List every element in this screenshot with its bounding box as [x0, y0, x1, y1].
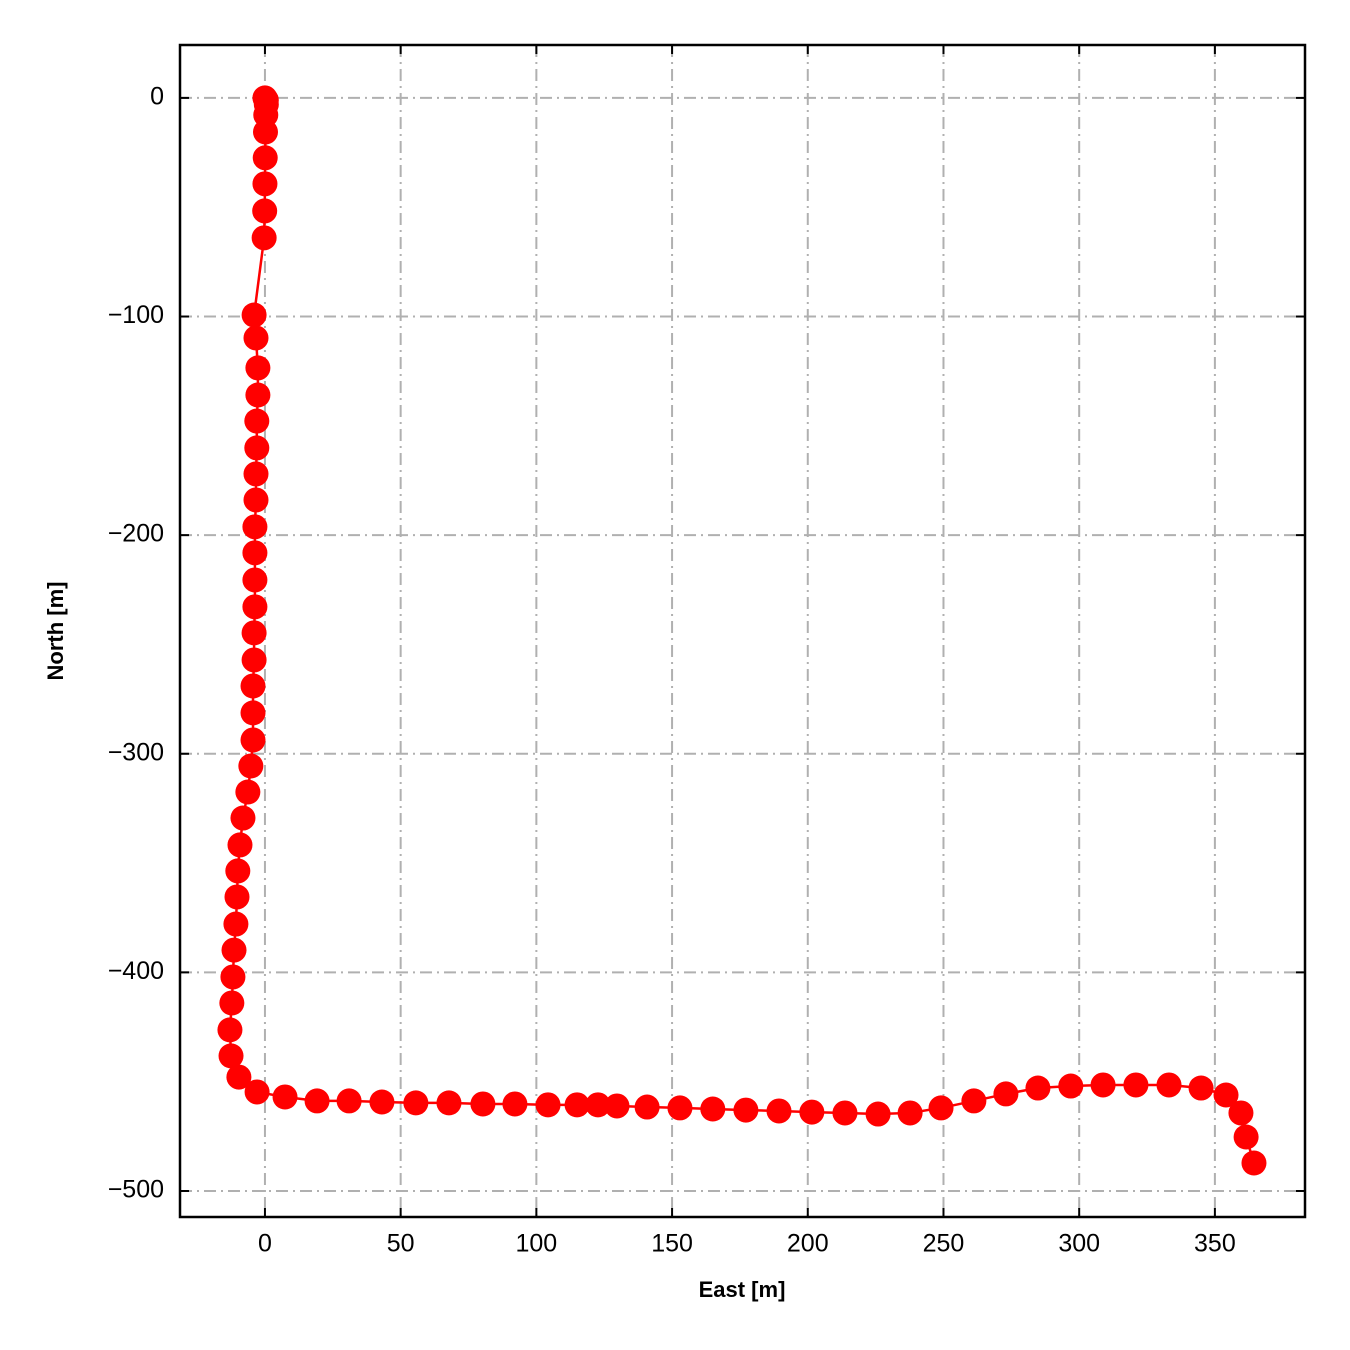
point	[243, 461, 269, 487]
point	[700, 1096, 726, 1122]
point	[230, 805, 256, 831]
point	[240, 673, 266, 699]
x-axis-label: East [m]	[699, 1277, 786, 1302]
y-tick-label: −100	[108, 301, 164, 329]
point	[244, 1079, 270, 1105]
point	[535, 1092, 561, 1118]
track-line	[228, 97, 1256, 1164]
point	[235, 779, 261, 805]
point	[244, 408, 270, 434]
point	[245, 355, 271, 381]
point	[564, 1092, 590, 1118]
point	[1213, 1082, 1239, 1108]
point	[470, 1091, 496, 1117]
point	[766, 1098, 792, 1124]
point	[1123, 1072, 1149, 1098]
point	[252, 145, 278, 171]
point	[634, 1094, 660, 1120]
point	[242, 594, 268, 620]
point	[1058, 1073, 1084, 1099]
point	[799, 1099, 825, 1125]
point	[243, 325, 269, 351]
point	[225, 858, 251, 884]
point	[961, 1088, 987, 1114]
point	[240, 700, 266, 726]
x-tick-label: 150	[651, 1230, 693, 1258]
point	[238, 753, 264, 779]
x-tick-label: 50	[387, 1230, 415, 1258]
point	[252, 119, 278, 145]
point	[1188, 1075, 1214, 1101]
point	[241, 302, 267, 328]
point	[1090, 1072, 1116, 1098]
point	[865, 1101, 891, 1127]
point	[502, 1091, 528, 1117]
x-tick-label: 0	[258, 1230, 272, 1258]
y-axis-label: North [m]	[43, 582, 68, 681]
point	[304, 1088, 330, 1114]
point	[243, 487, 269, 513]
point	[224, 884, 250, 910]
point	[897, 1100, 923, 1126]
y-tick-label: −400	[108, 957, 164, 985]
point	[227, 832, 253, 858]
point	[226, 1064, 252, 1090]
point	[928, 1095, 954, 1121]
y-tick-label: −200	[108, 520, 164, 548]
point	[272, 1084, 298, 1110]
point	[733, 1097, 759, 1123]
x-tick-label: 200	[787, 1230, 829, 1258]
point	[1228, 1100, 1254, 1126]
point	[245, 382, 271, 408]
point	[223, 911, 249, 937]
point	[242, 567, 268, 593]
point	[1233, 1124, 1259, 1150]
y-tick-label: −500	[108, 1176, 164, 1204]
point	[252, 171, 278, 197]
x-tick-label: 350	[1194, 1230, 1236, 1258]
x-tick-label: 250	[923, 1230, 965, 1258]
point	[244, 435, 270, 461]
point	[220, 964, 246, 990]
point	[218, 1043, 244, 1069]
point	[604, 1093, 630, 1119]
point	[241, 620, 267, 646]
x-tick-label: 100	[516, 1230, 558, 1258]
y-tick-label: −300	[108, 738, 164, 766]
point	[832, 1100, 858, 1126]
plot-frame	[178, 43, 1307, 1219]
point	[241, 647, 267, 673]
point	[252, 198, 278, 224]
point	[1241, 1150, 1267, 1176]
point	[667, 1095, 693, 1121]
point	[219, 990, 245, 1016]
point	[242, 514, 268, 540]
point	[217, 1017, 243, 1043]
point	[242, 540, 268, 566]
point	[240, 727, 266, 753]
x-tick-label: 300	[1058, 1230, 1100, 1258]
point	[251, 225, 277, 251]
point	[993, 1081, 1019, 1107]
point	[585, 1092, 611, 1118]
y-tick-label: 0	[150, 83, 164, 111]
point	[403, 1090, 429, 1116]
point	[1156, 1072, 1182, 1098]
point	[1025, 1075, 1051, 1101]
point	[221, 937, 247, 963]
point	[369, 1089, 395, 1115]
point	[436, 1090, 462, 1116]
point	[336, 1088, 362, 1114]
